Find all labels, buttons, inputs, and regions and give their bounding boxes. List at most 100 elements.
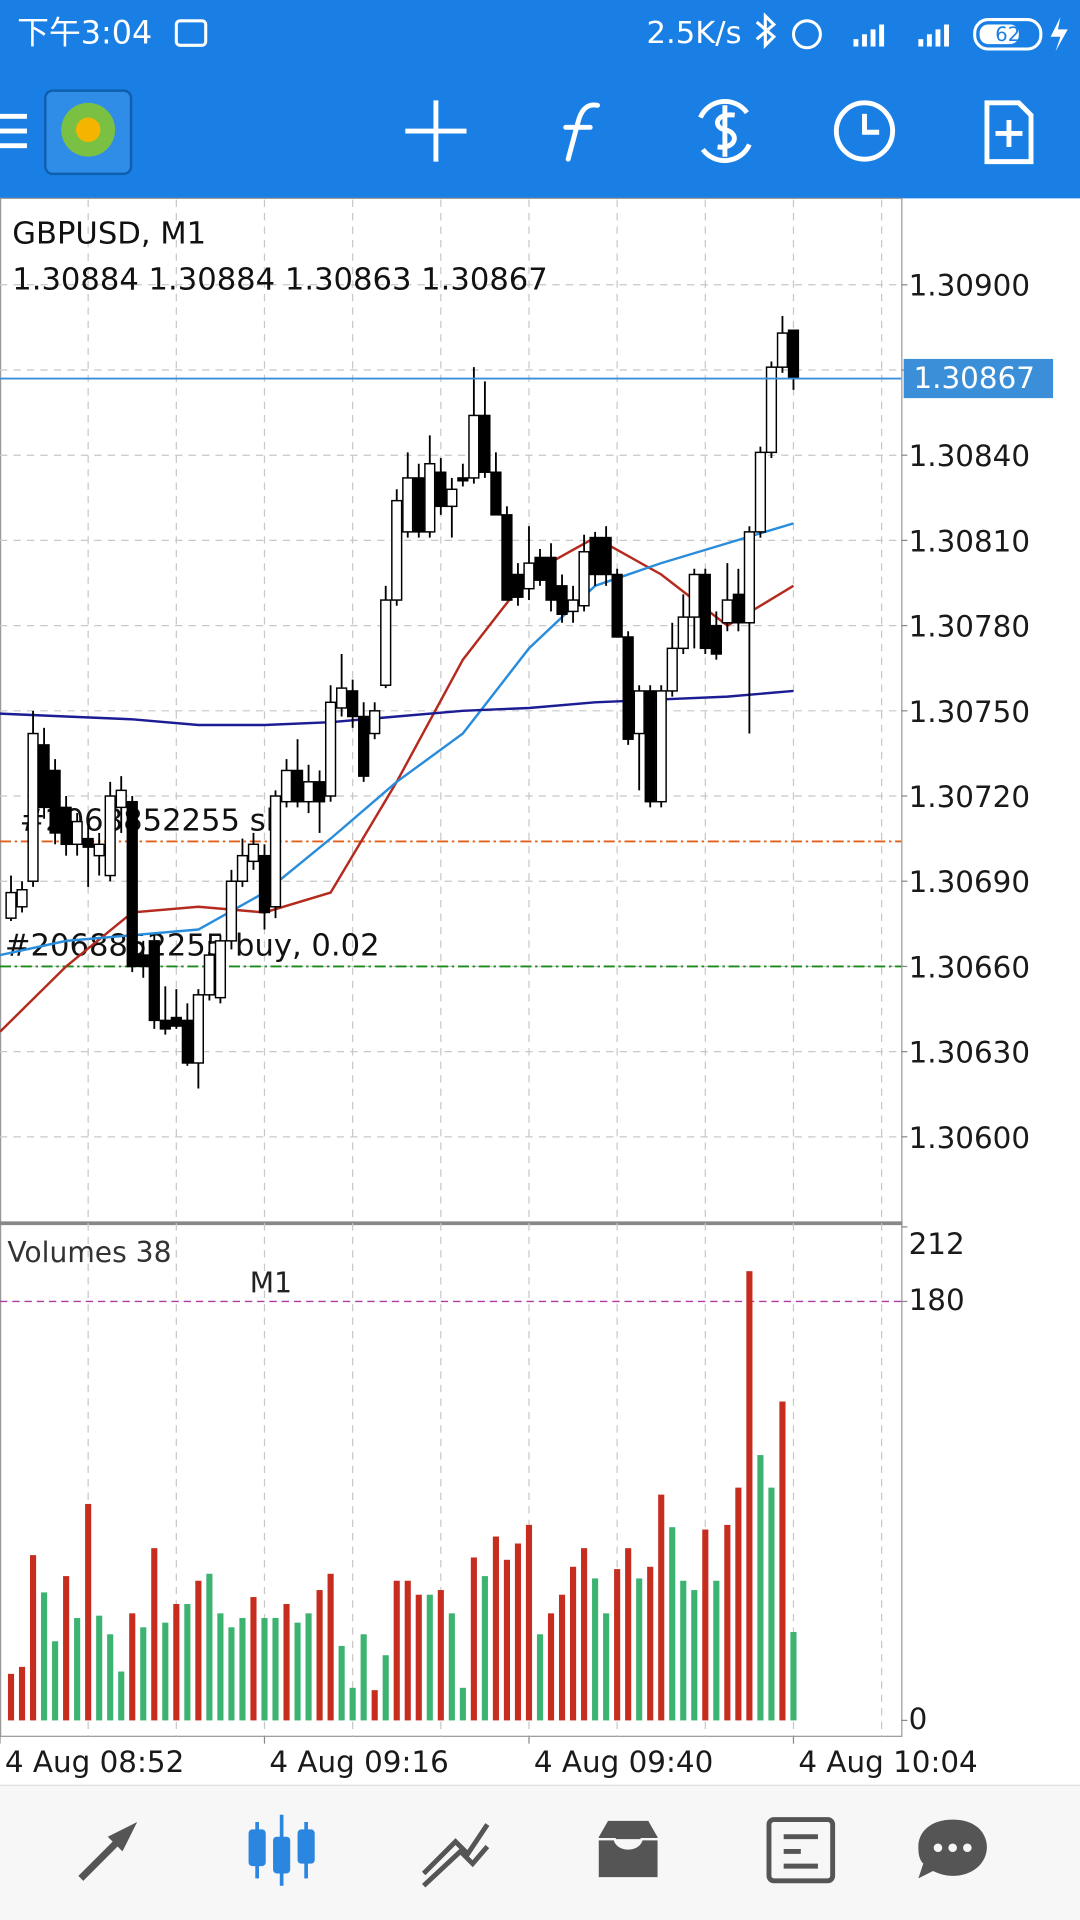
candle-body [16,889,28,908]
level-annotation: M1 [250,1266,292,1299]
candle-body [600,536,612,576]
timeframe-button[interactable] [833,100,896,162]
candle-body [192,994,204,1064]
candle-body [545,556,557,601]
candle-body [225,880,238,942]
volume-bar [85,1503,92,1721]
candle-body [38,744,50,809]
y-tick-label: 1.30660 [909,950,1030,984]
volume-bar [481,1576,488,1721]
status-time: 下午3:04 [17,13,152,51]
ohlc-low: 1.30863 [285,262,412,297]
volume-bar [338,1645,345,1721]
nav-chart-body [297,1829,315,1864]
ohlc-readout: 1.30884 1.30884 1.30863 1.30867 [12,262,548,297]
volume-bar [228,1627,235,1721]
candle-body [126,800,138,968]
volume-bar [647,1566,654,1721]
volume-bar [30,1555,37,1721]
volume-bar [327,1573,334,1721]
clock-face [833,100,896,162]
top-bar [0,0,1080,199]
candle-body [313,781,326,803]
candle-body [324,701,337,797]
volume-bar [96,1615,103,1721]
alarm-icon [791,19,822,50]
ohlc-high: 1.30884 [149,262,276,297]
volume-bar [272,1617,279,1721]
volume-bar [382,1655,389,1721]
candle-body [104,795,116,877]
volume-bar [250,1597,257,1721]
candle-body [578,551,590,607]
y-tick-label: 1.30600 [909,1121,1030,1155]
candle-body [49,769,61,834]
volume-bar [52,1641,59,1721]
nav-news[interactable] [766,1817,836,1884]
logo-core [75,117,101,143]
menu-bar [0,128,27,134]
x-tick-label: 4 Aug 09:16 [269,1745,448,1779]
candle-body [622,636,634,740]
nav-trade[interactable] [421,1823,490,1888]
x-tick-label: 4 Aug 09:40 [534,1745,713,1779]
y-tick-label: 1.30840 [909,439,1030,473]
candle-body [776,332,789,368]
volume-bar [74,1617,81,1721]
volume-bar [581,1548,588,1721]
chart-title: GBPUSD, M1 [12,217,206,252]
candle-body [501,514,513,601]
nav-chart-body [273,1836,291,1874]
candle-body [369,710,381,735]
nav-news-lines [783,1834,818,1869]
candle-body [302,781,315,803]
candle-body [269,795,282,908]
candle-body [258,854,271,914]
nav-history[interactable] [596,1818,660,1880]
volume-bar [426,1594,433,1721]
candle-body [754,451,767,533]
candle-body [203,954,216,996]
charging-icon [1050,17,1068,52]
y-tick-label: 0 [909,1702,928,1736]
candle-body [479,414,491,473]
current-price-box [903,358,1054,399]
nav-quotes[interactable] [78,1822,138,1881]
candle-body [435,471,447,508]
volume-bar [7,1673,15,1721]
volume-bar [702,1529,709,1721]
doc-outline [984,100,1034,165]
volume-bar [206,1573,213,1721]
volume-bar [680,1580,687,1721]
volume-bar [140,1627,147,1721]
volume-bar [470,1557,477,1721]
nav-chart-body [248,1829,266,1867]
bottom-nav [0,1785,1080,1920]
volume-bar [570,1566,577,1721]
crosshair-button[interactable] [405,100,467,162]
volume-bar [735,1487,742,1721]
candle-body [589,536,601,576]
volume-bar [305,1613,312,1721]
nav-chart[interactable] [248,1814,315,1886]
indicators-button[interactable] [563,102,600,162]
volume-bar [757,1455,764,1721]
candle-body [666,647,678,692]
battery-icon [973,18,1043,51]
volume-bar [63,1576,70,1721]
candle-body [688,573,700,618]
volume-bar [603,1613,610,1721]
candle-body [170,1016,182,1027]
objects-button[interactable] [984,100,1034,165]
volume-bar [360,1634,367,1721]
y-tick-label: 1.30720 [909,780,1030,814]
clock-hands [862,113,880,135]
menu-button[interactable] [0,113,27,149]
volume-bar [525,1524,533,1721]
candle-body [677,616,689,650]
volume-bar [415,1594,422,1721]
volume-bar [371,1690,378,1721]
trade-button[interactable] [698,99,752,164]
